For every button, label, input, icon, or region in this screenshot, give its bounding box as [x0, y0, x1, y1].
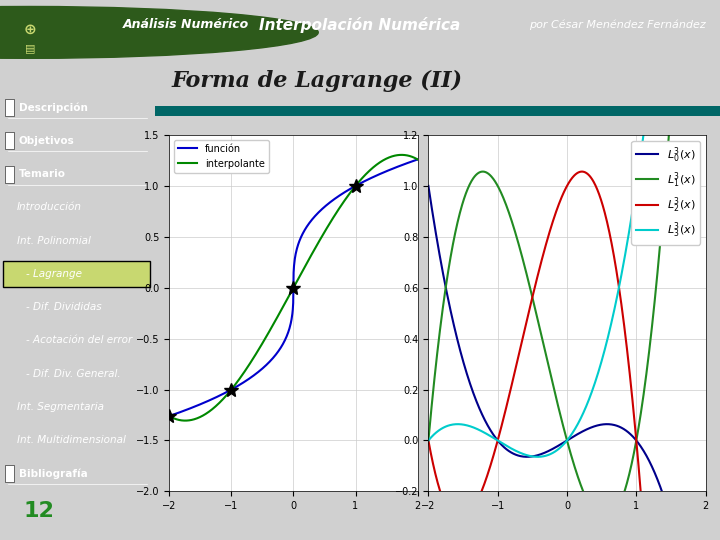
interpolante	[413, 156, 422, 163]
Line: $L_3^3(x)$: $L_3^3(x)$	[428, 0, 706, 457]
interpolante	[181, 417, 189, 424]
interpolante	[229, 383, 238, 390]
función	[165, 413, 174, 419]
$L_0^3(x)$	[473, 401, 482, 407]
Text: Interpolación Numérica: Interpolación Numérica	[259, 17, 461, 32]
interpolante	[165, 413, 174, 419]
Text: Int. Multidimensional: Int. Multidimensional	[17, 435, 126, 445]
Text: ⊕: ⊕	[24, 22, 37, 37]
$L_3^3(x)$	[495, 438, 504, 445]
$L_1^3(x)$	[601, 517, 610, 524]
$L_1^3(x)$	[424, 437, 433, 444]
Text: - Dif. Div. General.: - Dif. Div. General.	[27, 369, 121, 379]
función	[229, 386, 238, 392]
Bar	[4, 465, 14, 482]
Circle shape	[0, 6, 318, 58]
Text: Objetivos: Objetivos	[19, 136, 74, 146]
$L_0^3(x)$	[549, 445, 558, 451]
$L_0^3(x)$	[588, 424, 596, 430]
$L_2^3(x)$	[495, 430, 504, 436]
interpolante	[210, 405, 218, 411]
$L_2^3(x)$	[634, 451, 642, 458]
función	[413, 156, 422, 163]
Text: - Acotación del error: - Acotación del error	[27, 335, 132, 346]
FancyBboxPatch shape	[3, 261, 150, 287]
$L_0^3(x)$	[424, 183, 433, 189]
Bar	[4, 99, 14, 116]
Text: Forma de Lagrange (II): Forma de Lagrange (II)	[172, 70, 463, 92]
Line: interpolante: interpolante	[169, 155, 418, 421]
función	[311, 212, 320, 219]
$L_3^3(x)$	[534, 454, 542, 460]
$L_1^3(x)$	[610, 512, 618, 518]
Legend: $L_0^3(x)$, $L_1^3(x)$, $L_2^3(x)$, $L_3^3(x)$: $L_0^3(x)$, $L_1^3(x)$, $L_2^3(x)$, $L_3…	[631, 140, 700, 245]
$L_0^3(x)$	[609, 422, 618, 428]
interpolante	[278, 306, 287, 312]
Text: Introducción: Introducción	[17, 202, 82, 212]
Text: por César Menéndez Fernández: por César Menéndez Fernández	[529, 19, 706, 30]
$L_2^3(x)$	[588, 176, 597, 183]
$L_1^3(x)$	[495, 186, 504, 193]
$L_2^3(x)$	[610, 253, 618, 259]
función	[277, 343, 286, 349]
Line: $L_0^3(x)$: $L_0^3(x)$	[428, 186, 706, 540]
$L_2^3(x)$	[473, 497, 482, 504]
$L_3^3(x)$	[424, 437, 433, 444]
$L_1^3(x)$	[588, 506, 596, 512]
Text: Int. Polinomial: Int. Polinomial	[17, 235, 91, 246]
Text: 12: 12	[23, 501, 54, 521]
Line: $L_2^3(x)$: $L_2^3(x)$	[428, 172, 706, 540]
Legend: función, interpolante: función, interpolante	[174, 140, 269, 172]
$L_0^3(x)$	[495, 440, 504, 446]
función	[209, 395, 217, 402]
interpolante	[331, 211, 340, 218]
$L_3^3(x)$	[588, 388, 597, 394]
Text: - Lagrange: - Lagrange	[27, 269, 82, 279]
$L_3^3(x)$	[473, 426, 482, 433]
Text: Temario: Temario	[19, 169, 66, 179]
$L_1^3(x)$	[473, 171, 482, 177]
$L_2^3(x)$	[549, 215, 558, 222]
$L_2^3(x)$	[424, 437, 433, 444]
Bar	[4, 132, 14, 150]
función	[352, 183, 361, 189]
Text: ▤: ▤	[25, 44, 35, 53]
Text: Análisis Numérico: Análisis Numérico	[122, 18, 248, 31]
interpolante	[397, 152, 406, 158]
Text: Bibliografía: Bibliografía	[19, 468, 87, 479]
Bar	[155, 106, 720, 116]
$L_3^3(x)$	[610, 308, 618, 314]
$L_1^3(x)$	[549, 385, 558, 392]
Text: Descripción: Descripción	[19, 102, 87, 113]
$L_2^3(x)$	[577, 168, 586, 175]
Text: Int. Segmentaria: Int. Segmentaria	[17, 402, 104, 412]
$L_1^3(x)$	[634, 430, 642, 436]
$L_3^3(x)$	[634, 174, 642, 180]
función	[330, 195, 339, 202]
Bar	[4, 166, 14, 183]
Text: - Dif. Divididas: - Dif. Divididas	[27, 302, 102, 312]
$L_3^3(x)$	[550, 449, 559, 455]
Line: $L_1^3(x)$: $L_1^3(x)$	[428, 0, 706, 521]
interpolante	[352, 181, 361, 188]
interpolante	[312, 244, 320, 250]
$L_0^3(x)$	[633, 438, 642, 445]
Line: función: función	[169, 159, 418, 416]
